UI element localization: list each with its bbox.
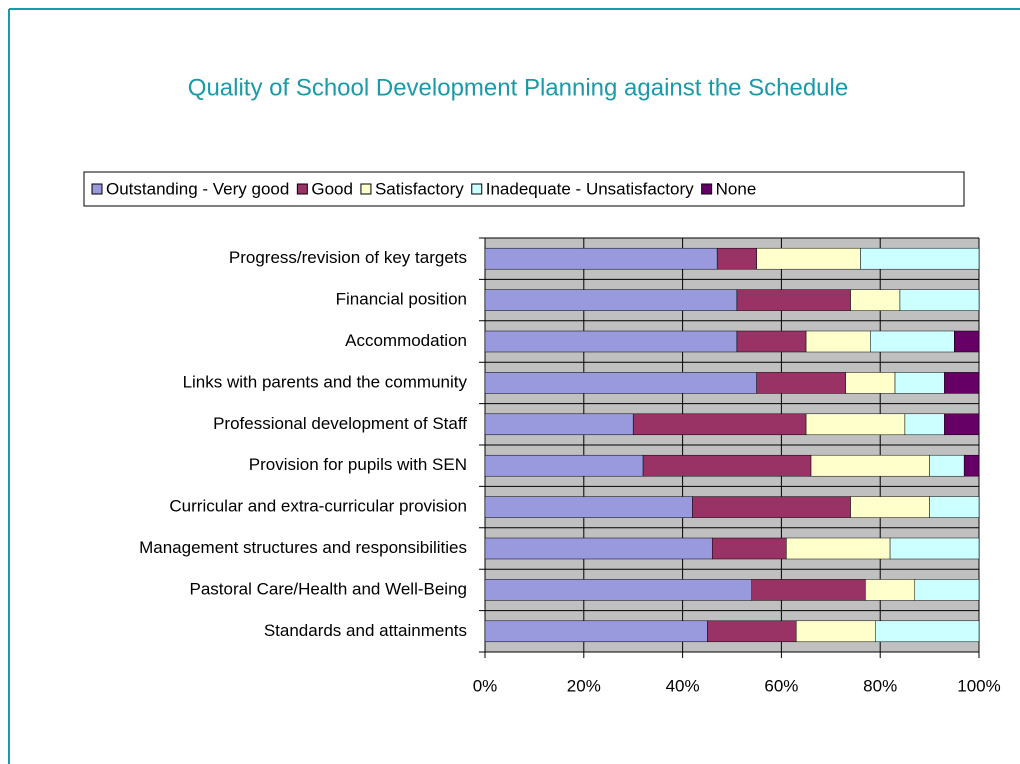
bar-segment [756, 247, 861, 270]
x-tick-label: 100% [957, 676, 1000, 695]
y-tick-label: Financial position [336, 290, 467, 309]
x-tick-label: 20% [567, 676, 601, 695]
bar-segment [756, 372, 846, 394]
bar-segment [850, 496, 930, 518]
y-tick-label: Curricular and extra-curricular provisio… [169, 497, 467, 516]
bar-segment [845, 372, 896, 394]
bar-segment [929, 496, 980, 518]
bar-segment [865, 579, 916, 601]
bar-segment [805, 330, 871, 353]
bar-segment [632, 413, 807, 436]
bar-segment [929, 454, 965, 477]
bar-segment [736, 330, 807, 353]
bar-segment [484, 454, 644, 477]
x-tick-label: 40% [666, 676, 700, 695]
bar-segment [944, 413, 980, 436]
legend-label: Good [311, 179, 353, 198]
x-tick-label: 60% [764, 676, 798, 695]
y-tick-label: Management structures and responsibiliti… [139, 538, 467, 557]
bar-segment [805, 413, 906, 436]
chart-title: Quality of School Development Planning a… [188, 74, 848, 101]
bar-segment [707, 620, 797, 643]
bar-segment [850, 289, 901, 311]
bar-segment [642, 454, 812, 477]
legend-swatch [296, 183, 308, 195]
legend-swatch [91, 183, 103, 195]
legend-box [83, 171, 965, 207]
bar-segment [963, 454, 980, 477]
legend-swatch [701, 183, 713, 195]
bar-segment [899, 289, 980, 311]
bar-segment [954, 330, 980, 353]
bar-segment [751, 579, 866, 601]
y-tick-label: Accommodation [345, 331, 467, 350]
legend-label: Inadequate - Unsatisfactory [486, 179, 694, 198]
bar-segment [736, 289, 851, 311]
bar-segment [716, 247, 757, 270]
bar-segment [889, 537, 980, 560]
bar-segment [860, 247, 980, 270]
legend-swatch [471, 183, 483, 195]
legend-swatch [360, 183, 372, 195]
bar-segment [484, 537, 713, 560]
bar-segment [484, 247, 718, 270]
bar-segment [484, 330, 738, 353]
y-tick-label: Progress/revision of key targets [229, 248, 467, 267]
bar-segment [795, 620, 876, 643]
bar-segment [904, 413, 945, 436]
y-tick-label: Standards and attainments [264, 621, 467, 640]
bar-segment [894, 372, 945, 394]
bar-segment [484, 496, 693, 518]
bar-segment [944, 372, 980, 394]
bar-segment [484, 579, 753, 601]
bar-segment [875, 620, 980, 643]
x-tick-label: 0% [473, 676, 498, 695]
bar-segment [786, 537, 891, 560]
bar-segment [810, 454, 930, 477]
bar-segment [484, 372, 757, 394]
bar-segment [914, 579, 980, 601]
x-tick-label: 80% [863, 676, 897, 695]
y-tick-label: Professional development of Staff [213, 414, 467, 433]
bar-segment [484, 289, 738, 311]
legend-label: None [716, 179, 757, 198]
bar-segment [711, 537, 787, 560]
bar-segment [870, 330, 955, 353]
bar-segment [692, 496, 851, 518]
bar-segment [484, 413, 634, 436]
legend-label: Outstanding - Very good [106, 179, 289, 198]
y-tick-label: Links with parents and the community [183, 372, 468, 391]
legend-label: Satisfactory [375, 179, 464, 198]
y-tick-label: Pastoral Care/Health and Well-Being [190, 579, 468, 598]
bar-segment [484, 620, 708, 643]
y-tick-label: Provision for pupils with SEN [249, 455, 467, 474]
